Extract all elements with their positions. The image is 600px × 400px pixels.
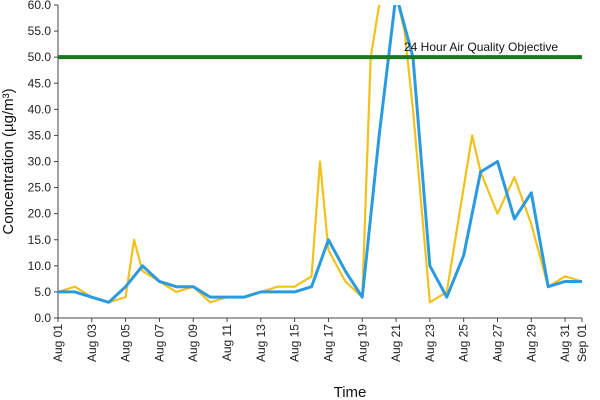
y-tick-label: 30.0	[28, 155, 52, 169]
y-tick-label: 55.0	[28, 24, 52, 38]
y-tick-label: 5.0	[34, 285, 51, 299]
series-line-rolling	[58, 5, 582, 304]
x-tick-label: Aug 27	[490, 324, 504, 362]
x-tick-label: Aug 17	[321, 324, 335, 362]
y-tick-label: 40.0	[28, 102, 52, 116]
x-tick-label: Aug 09	[186, 324, 200, 362]
x-tick-label: Sep 01	[575, 324, 589, 362]
y-tick-label: 20.0	[28, 207, 52, 221]
y-axis-title: Concentration (µg/m³)	[0, 88, 17, 234]
y-tick-label: 25.0	[28, 181, 52, 195]
x-axis: Aug 01 Aug 03 Aug 05 Aug 07 Aug 09 Aug 11 Aug …	[51, 317, 589, 362]
y-tick-label: 50.0	[28, 50, 52, 64]
x-tick-label: Aug 15	[288, 324, 302, 362]
x-tick-label: Aug 11	[220, 324, 234, 361]
y-tick-label: 35.0	[28, 128, 52, 142]
x-tick-label: Aug 19	[355, 324, 369, 362]
y-tick-label: 15.0	[28, 233, 52, 247]
x-tick-label: Aug 31	[558, 324, 572, 362]
x-axis-title: Time	[334, 384, 367, 400]
y-tick-label: 60.0	[28, 0, 52, 12]
x-tick-label: Aug 01	[51, 324, 65, 362]
series-layer	[58, 5, 582, 304]
x-tick-label: Aug 05	[119, 324, 133, 362]
x-tick-label: Aug 25	[457, 324, 471, 362]
y-tick-label: 45.0	[28, 76, 52, 90]
x-tick-label: Aug 23	[423, 324, 437, 362]
x-tick-label: Aug 13	[254, 324, 268, 362]
objective-label: 24 Hour Air Quality Objective	[404, 40, 558, 54]
x-tick-label: Aug 21	[389, 324, 403, 362]
y-axis: 0.0 5.0 10.0 15.0 20.0 25.0 30.0 35.0 40.0 45.0 50…	[28, 0, 59, 325]
y-tick-label: 0.0	[34, 311, 51, 325]
x-tick-label: Aug 07	[152, 324, 166, 362]
x-tick-label: Aug 29	[524, 324, 538, 362]
y-tick-label: 10.0	[28, 259, 52, 273]
x-tick-label: Aug 03	[85, 324, 99, 362]
